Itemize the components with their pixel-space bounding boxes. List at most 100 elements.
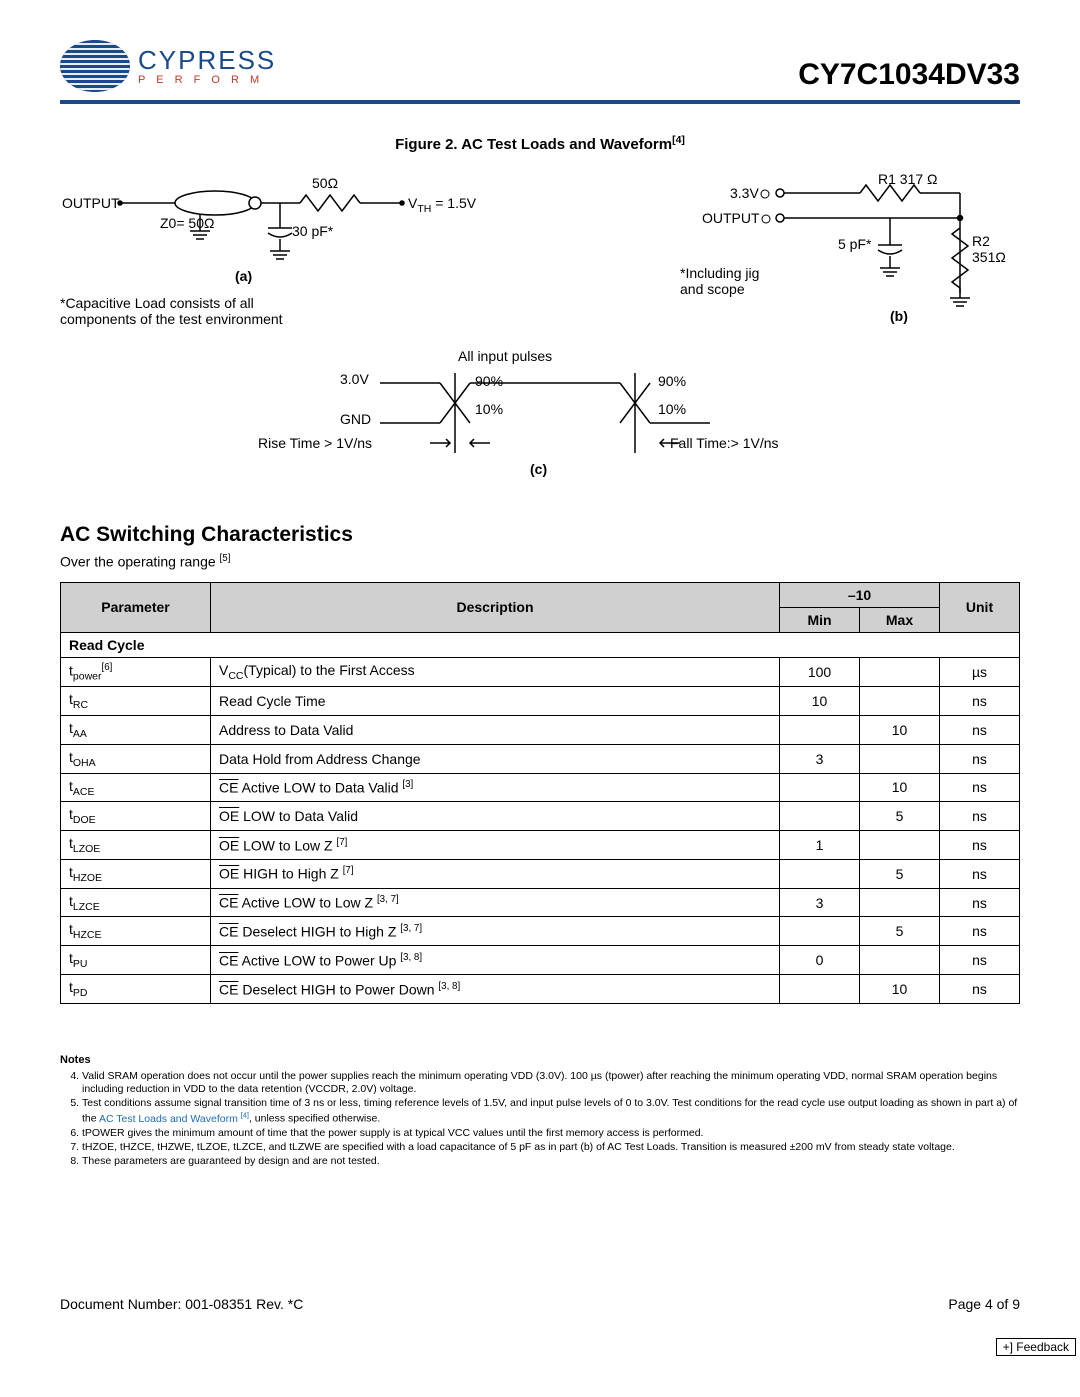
- cell-parameter: tHZCE: [61, 917, 211, 946]
- waveform-30v: 3.0V: [340, 371, 369, 387]
- waveform-10a: 10%: [475, 401, 503, 417]
- table-section-read: Read Cycle: [61, 632, 1020, 657]
- note-item: tPOWER gives the minimum amount of time …: [82, 1127, 1020, 1140]
- cell-min: 1: [780, 831, 860, 860]
- cell-unit: ns: [940, 687, 1020, 716]
- cell-description: Data Hold from Address Change: [211, 744, 780, 773]
- waveform-sublabel: (c): [530, 461, 547, 477]
- table-row: tHZOEOE HIGH to High Z [7]5ns: [61, 859, 1020, 888]
- cell-parameter: tHZOE: [61, 859, 211, 888]
- cell-description: Read Cycle Time: [211, 687, 780, 716]
- col-max: Max: [860, 607, 940, 632]
- cell-parameter: tACE: [61, 773, 211, 802]
- cell-min: [780, 859, 860, 888]
- page-footer: Document Number: 001-08351 Rev. *C Page …: [60, 1296, 1020, 1312]
- cell-min: 0: [780, 946, 860, 975]
- note-item: Test conditions assume signal transition…: [82, 1097, 1020, 1126]
- figure-title-ref: [4]: [672, 134, 685, 146]
- cell-parameter: tOHA: [61, 744, 211, 773]
- circuit-b-r1: R1 317 Ω: [878, 171, 938, 187]
- cell-parameter: tPD: [61, 975, 211, 1004]
- cell-description: OE LOW to Data Valid: [211, 802, 780, 831]
- page-header: CYPRESS P E R F O R M CY7C1034DV33: [60, 40, 1020, 92]
- cell-min: [780, 773, 860, 802]
- cell-max: 5: [860, 917, 940, 946]
- cell-min: 10: [780, 687, 860, 716]
- circuit-a-output: OUTPUT: [62, 195, 120, 211]
- note-link[interactable]: AC Test Loads and Waveform [4]: [99, 1113, 249, 1125]
- cell-parameter: tpower[6]: [61, 657, 211, 686]
- note-item: These parameters are guaranteed by desig…: [82, 1155, 1020, 1168]
- section-subhead-text: Over the operating range: [60, 554, 220, 570]
- cell-max: 5: [860, 859, 940, 888]
- table-row: tDOEOE LOW to Data Valid5ns: [61, 802, 1020, 831]
- cell-max: 5: [860, 802, 940, 831]
- notes-block: Notes Valid SRAM operation does not occu…: [60, 1054, 1020, 1168]
- table-row: tLZOEOE LOW to Low Z [7]1ns: [61, 831, 1020, 860]
- cell-min: 3: [780, 888, 860, 917]
- cell-min: 3: [780, 744, 860, 773]
- cell-unit: ns: [940, 773, 1020, 802]
- logo-brand: CYPRESS: [138, 47, 276, 73]
- col-unit: Unit: [940, 582, 1020, 632]
- col-group: –10: [780, 582, 940, 607]
- cell-max: 10: [860, 715, 940, 744]
- cell-unit: ns: [940, 744, 1020, 773]
- footer-page: Page 4 of 9: [948, 1296, 1020, 1312]
- circuit-b-33v: 3.3V: [730, 185, 771, 201]
- figure-title: Figure 2. AC Test Loads and Waveform[4]: [60, 134, 1020, 153]
- table-row: tPUCE Active LOW to Power Up [3, 8]0ns: [61, 946, 1020, 975]
- cell-min: [780, 917, 860, 946]
- cell-unit: ns: [940, 859, 1020, 888]
- cell-unit: ns: [940, 975, 1020, 1004]
- note-item: tHZOE, tHZCE, tHZWE, tLZOE, tLZCE, and t…: [82, 1141, 1020, 1154]
- circuit-a-sublabel: (a): [235, 268, 252, 284]
- cell-description: CE Active LOW to Power Up [3, 8]: [211, 946, 780, 975]
- circuit-b-cap: 5 pF*: [838, 236, 871, 252]
- cell-max: [860, 687, 940, 716]
- logo: CYPRESS P E R F O R M: [60, 40, 276, 92]
- waveform-90a: 90%: [475, 373, 503, 389]
- table-row: tRCRead Cycle Time10ns: [61, 687, 1020, 716]
- logo-globe-icon: [60, 40, 130, 92]
- circuit-b-note: *Including jig and scope: [680, 265, 759, 297]
- cell-unit: µs: [940, 657, 1020, 686]
- cell-parameter: tAA: [61, 715, 211, 744]
- feedback-button[interactable]: +] Feedback: [996, 1338, 1076, 1356]
- waveform-rise: Rise Time > 1V/ns: [258, 435, 372, 451]
- circuit-a-footnote: *Capacitive Load consists of all compone…: [60, 295, 283, 327]
- footer-doc: Document Number: 001-08351 Rev. *C: [60, 1296, 303, 1312]
- table-row: tOHAData Hold from Address Change3 ns: [61, 744, 1020, 773]
- waveform-title: All input pulses: [458, 348, 552, 364]
- waveform-gnd: GND: [340, 411, 371, 427]
- cell-max: [860, 946, 940, 975]
- cell-max: [860, 657, 940, 686]
- cell-description: Address to Data Valid: [211, 715, 780, 744]
- cell-parameter: tDOE: [61, 802, 211, 831]
- cell-min: [780, 715, 860, 744]
- cell-parameter: tPU: [61, 946, 211, 975]
- table-row: tpower[6]VCC(Typical) to the First Acces…: [61, 657, 1020, 686]
- cell-min: [780, 802, 860, 831]
- circuit-a-z0: Z0= 50Ω: [160, 215, 214, 231]
- cell-description: CE Active LOW to Data Valid [3]: [211, 773, 780, 802]
- cell-max: [860, 831, 940, 860]
- waveform-fall: Fall Time:> 1V/ns: [670, 435, 779, 451]
- circuit-a-cap: 30 pF*: [292, 223, 333, 239]
- circuit-a-r: 50Ω: [312, 175, 338, 191]
- diagram-area: OUTPUT Z0= 50Ω 50Ω VTH = 1.5V 30 pF* (a)…: [60, 173, 1020, 493]
- cell-description: CE Active LOW to Low Z [3, 7]: [211, 888, 780, 917]
- note-item: Valid SRAM operation does not occur unti…: [82, 1070, 1020, 1096]
- table-row: tLZCECE Active LOW to Low Z [3, 7]3ns: [61, 888, 1020, 917]
- part-number: CY7C1034DV33: [798, 58, 1020, 92]
- section-subhead: Over the operating range [5]: [60, 553, 1020, 570]
- section-title: AC Switching Characteristics: [60, 523, 1020, 547]
- feedback-label: +] Feedback: [1003, 1340, 1069, 1354]
- cell-unit: ns: [940, 715, 1020, 744]
- circuit-b-sublabel: (b): [890, 308, 908, 324]
- table-row: tACECE Active LOW to Data Valid [3]10ns: [61, 773, 1020, 802]
- notes-header: Notes: [60, 1054, 1020, 1068]
- cell-description: CE Deselect HIGH to Power Down [3, 8]: [211, 975, 780, 1004]
- waveform-10b: 10%: [658, 401, 686, 417]
- table-row: tPDCE Deselect HIGH to Power Down [3, 8]…: [61, 975, 1020, 1004]
